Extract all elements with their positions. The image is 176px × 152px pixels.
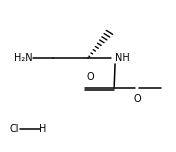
Text: O: O (87, 72, 95, 82)
Text: H: H (39, 124, 46, 134)
Text: O: O (133, 94, 141, 104)
Text: H₂N: H₂N (14, 53, 33, 63)
Text: NH: NH (115, 53, 130, 63)
Text: Cl: Cl (10, 124, 19, 134)
